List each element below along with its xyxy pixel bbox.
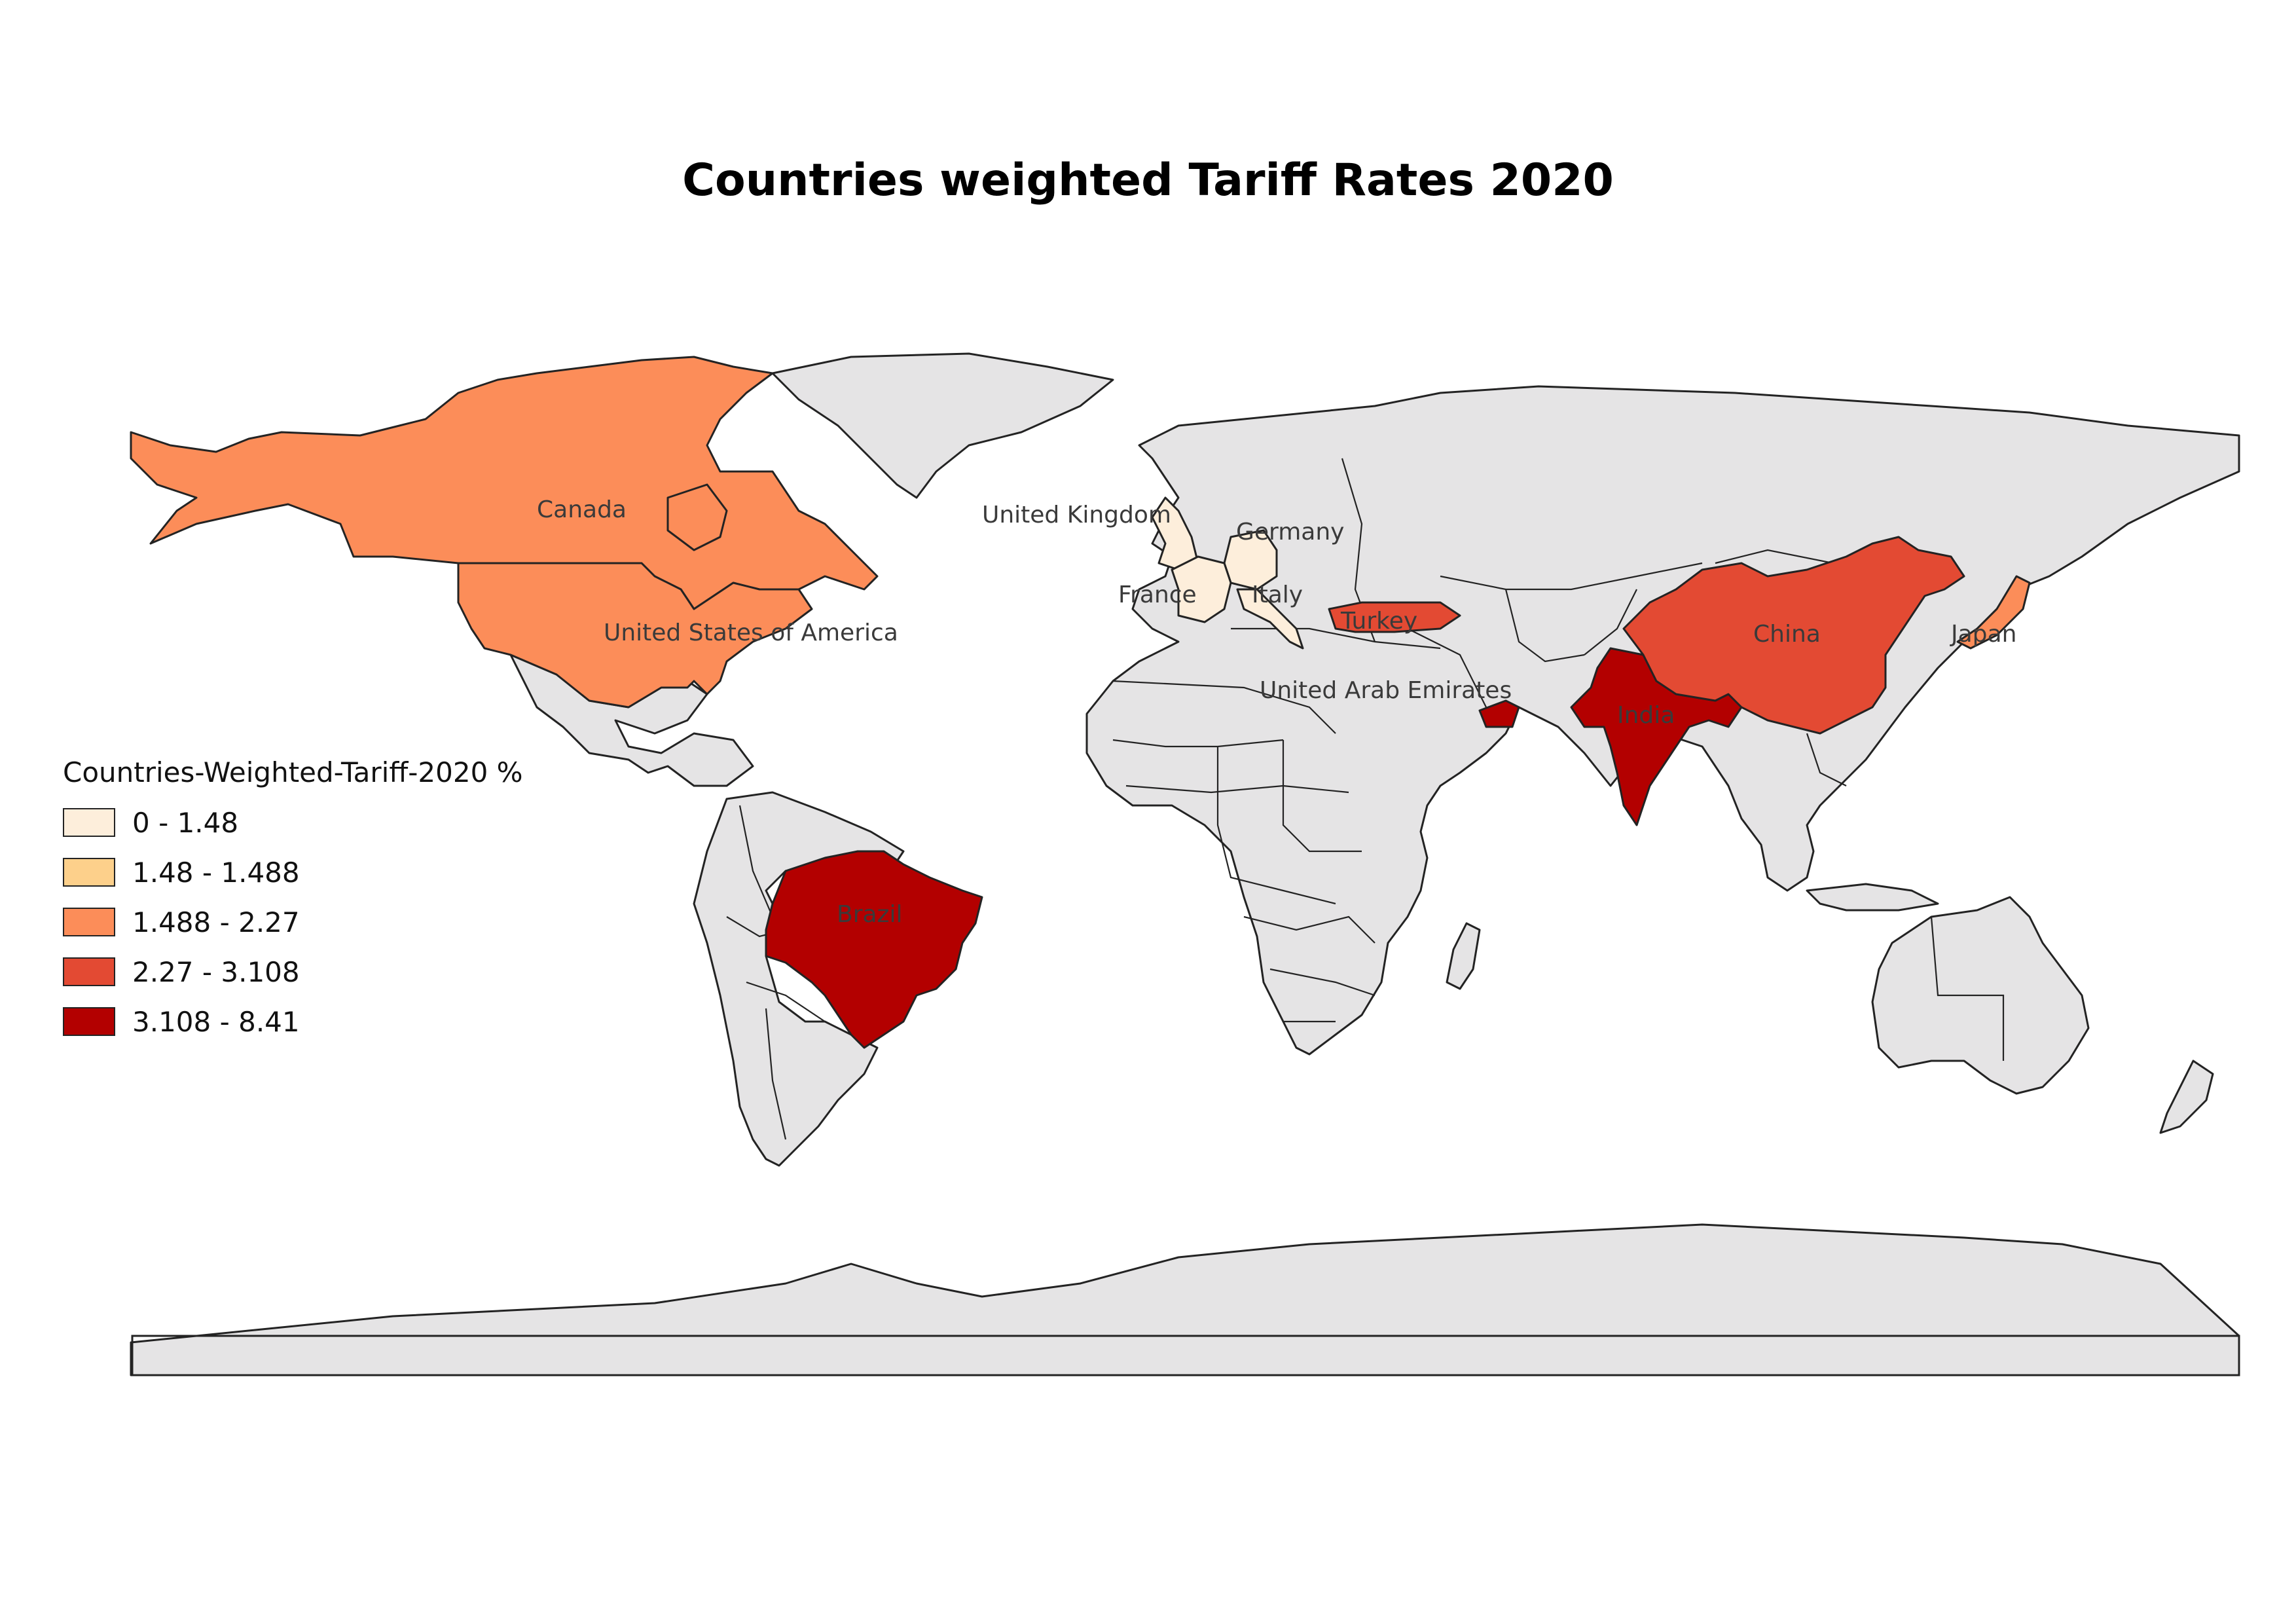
- label-brazil: Brazil: [837, 901, 902, 928]
- legend: Countries-Weighted-Tariff-2020 % 0 - 1.4…: [63, 756, 523, 1046]
- land-new-zealand: [2159, 1060, 2214, 1134]
- map-frame-bottom: [131, 1335, 2240, 1376]
- country-labels: Canada United States of America United K…: [537, 496, 2016, 928]
- legend-swatch: [63, 1007, 115, 1036]
- legend-label: 3.108 - 8.41: [132, 1005, 300, 1038]
- label-united-arab-emirates: United Arab Emirates: [1260, 677, 1512, 704]
- legend-title: Countries-Weighted-Tariff-2020 %: [63, 756, 523, 788]
- country-united-arab-emirates[interactable]: [1478, 699, 1520, 728]
- legend-swatch: [63, 808, 115, 837]
- label-united-states-of-america: United States of America: [604, 619, 898, 646]
- country-canada[interactable]: [130, 356, 879, 610]
- land-greenland: [771, 352, 1114, 499]
- country-turkey[interactable]: [1328, 601, 1461, 633]
- legend-item: 0 - 1.48: [63, 798, 523, 847]
- country-japan[interactable]: [1956, 575, 2031, 650]
- land-southeast-asia-islands: [1806, 883, 1939, 912]
- label-italy: Italy: [1252, 581, 1303, 608]
- land-madagascar: [1446, 922, 1481, 990]
- label-turkey: Turkey: [1340, 608, 1417, 635]
- country-brazil[interactable]: [765, 850, 983, 1049]
- country-italy[interactable]: [1236, 588, 1304, 650]
- legend-label: 2.27 - 3.108: [132, 955, 300, 988]
- label-canada: Canada: [537, 496, 627, 523]
- legend-swatch: [63, 858, 115, 887]
- label-germany: Germany: [1236, 519, 1344, 545]
- country-france[interactable]: [1171, 555, 1232, 623]
- map-title: Countries weighted Tariff Rates 2020: [682, 155, 1614, 206]
- legend-swatch: [63, 957, 115, 986]
- label-united-kingdom: United Kingdom: [982, 502, 1171, 528]
- country-china[interactable]: [1622, 536, 1965, 735]
- legend-label: 1.48 - 1.488: [132, 856, 300, 889]
- label-india: India: [1617, 702, 1675, 729]
- highlighted-countries: [130, 356, 2031, 1049]
- label-france: France: [1118, 581, 1197, 608]
- legend-item: 1.488 - 2.27: [63, 897, 523, 947]
- legend-item: 2.27 - 3.108: [63, 947, 523, 997]
- country-united-states-of-america[interactable]: [457, 562, 813, 709]
- legend-item: 3.108 - 8.41: [63, 997, 523, 1046]
- label-china: China: [1753, 621, 1821, 648]
- label-japan: Japan: [1950, 621, 2016, 648]
- legend-label: 0 - 1.48: [132, 806, 239, 839]
- legend-label: 1.488 - 2.27: [132, 906, 300, 938]
- land-antarctica: [130, 1223, 2240, 1376]
- legend-item: 1.48 - 1.488: [63, 847, 523, 897]
- legend-swatch: [63, 908, 115, 936]
